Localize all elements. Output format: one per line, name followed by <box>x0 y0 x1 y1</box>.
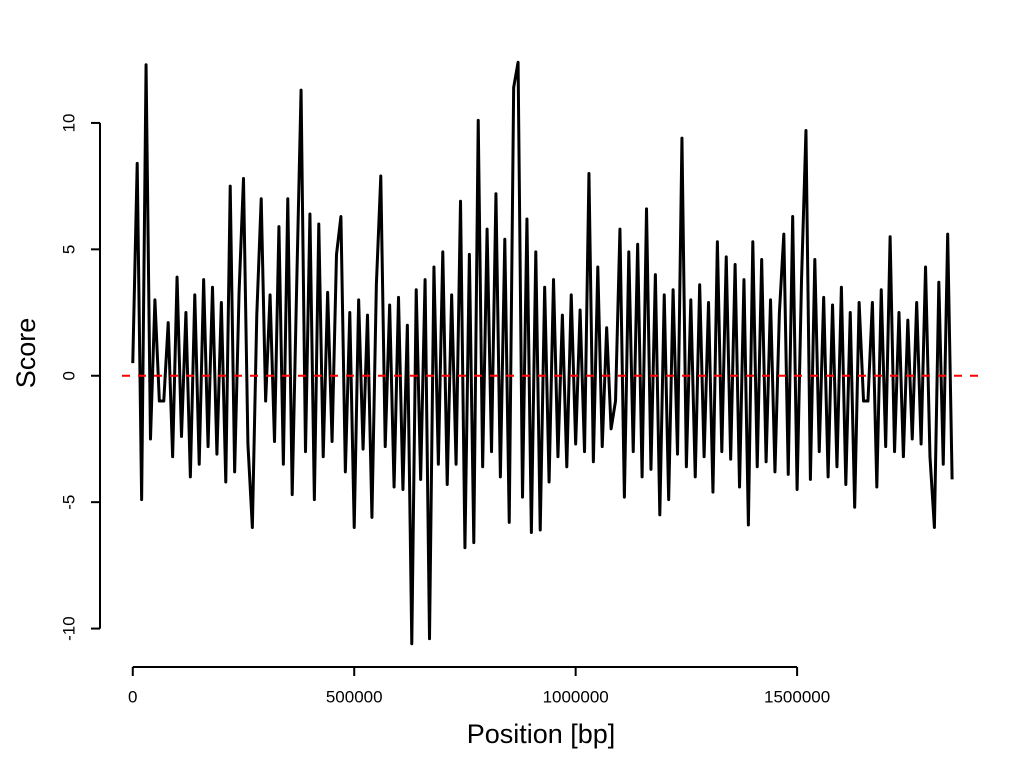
x-tick-label: 1000000 <box>543 687 609 706</box>
data-line <box>131 60 954 646</box>
x-tick-label: 500000 <box>326 687 383 706</box>
x-tick-label: 1500000 <box>764 687 830 706</box>
y-tick-label: -10 <box>59 616 78 641</box>
y-axis-label: Score <box>11 318 41 389</box>
y-tick-label: 0 <box>59 371 78 380</box>
x-axis-label: Position [bp] <box>467 719 616 749</box>
x-tick-label: 0 <box>128 687 137 706</box>
y-tick-label: -5 <box>59 495 78 510</box>
y-tick-label: 5 <box>59 245 78 254</box>
y-tick-label: 10 <box>59 113 78 132</box>
